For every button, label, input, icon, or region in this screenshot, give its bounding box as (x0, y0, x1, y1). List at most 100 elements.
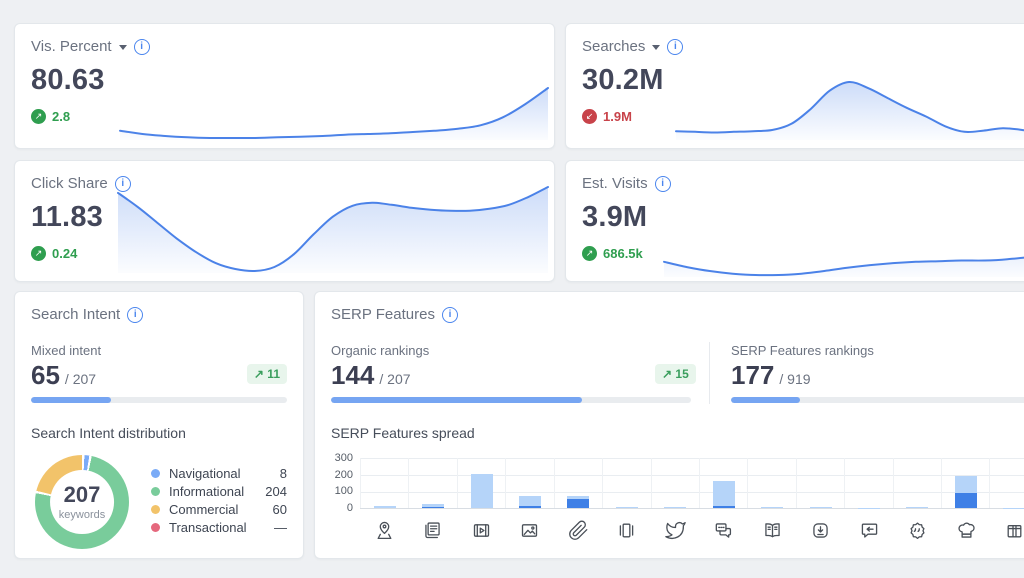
chat-bubbles-icon[interactable] (700, 517, 749, 543)
organic-rankings-total: / 207 (379, 371, 411, 387)
stacked-bar (518, 495, 541, 508)
reply-bubble-icon[interactable] (845, 517, 894, 543)
mixed-intent-progress (31, 397, 287, 403)
organic-rankings-progress (331, 397, 691, 403)
vis-percent-delta: ↗ 2.8 (31, 109, 70, 124)
serp-features-card: SERP Features i Organic rankings 144 / 2… (314, 291, 1024, 559)
legend-item: Transactional — (151, 519, 287, 535)
stacked-bar (470, 473, 493, 508)
serp-spread-bar-chart (360, 458, 1024, 509)
searches-card: Searches i 30.2M ↙ 1.9M (565, 23, 1024, 149)
gift-box-icon[interactable] (991, 517, 1024, 543)
map-pin-icon[interactable] (360, 517, 409, 543)
bar-column (797, 458, 846, 508)
info-icon[interactable]: i (127, 306, 144, 323)
vis-percent-value: 80.63 (31, 64, 105, 96)
twitter-icon[interactable] (651, 517, 700, 543)
stacked-bar (567, 496, 590, 508)
stacked-bar (906, 506, 929, 508)
spread-y-axis: 0 100 200 300 (323, 452, 353, 514)
bar-column (894, 458, 943, 508)
y-axis-tick: 200 (334, 468, 353, 481)
click-share-sparkline (117, 185, 549, 273)
trend-up-icon: ↗ (582, 246, 597, 261)
click-share-delta: ↗ 0.24 (31, 246, 77, 261)
legend-item: Informational 204 (151, 484, 287, 499)
stacked-bar (857, 507, 880, 508)
est-visits-value: 3.9M (582, 201, 648, 233)
legend-label: Navigational (169, 465, 241, 481)
donut-center-value: 207 (63, 482, 101, 508)
quotes-badge-icon[interactable] (894, 517, 943, 543)
download-icon[interactable] (797, 517, 846, 543)
serp-rankings-total: / 919 (779, 371, 811, 387)
info-icon[interactable]: i (667, 38, 684, 55)
bar-column (409, 458, 458, 508)
column-divider (709, 342, 710, 404)
searches-title[interactable]: Searches (582, 38, 646, 55)
info-icon[interactable]: i (133, 38, 150, 55)
legend-dot-icon (151, 486, 160, 496)
bar-column (555, 458, 604, 508)
donut-legend: Navigational 8 Informational 204 Commercial 6… (151, 465, 287, 535)
chevron-down-icon[interactable] (652, 45, 661, 50)
mixed-intent-total: / 207 (64, 371, 97, 387)
mixed-intent-change-badge: ↗ 11 (246, 364, 287, 384)
open-book-icon[interactable] (748, 517, 797, 543)
info-icon[interactable]: i (654, 175, 671, 192)
bar-column (506, 458, 555, 508)
organic-rankings-label: Organic rankings (331, 343, 430, 358)
legend-value: 60 (272, 501, 287, 517)
trend-up-icon: ↗ (31, 109, 46, 124)
video-icon[interactable] (457, 517, 506, 543)
vis-percent-title[interactable]: Vis. Percent (31, 38, 112, 55)
stacked-bar (373, 505, 396, 508)
stacked-bar (954, 475, 977, 508)
bar-column (942, 458, 991, 508)
est-visits-card: Est. Visits i 3.9M ↗ 686.5k (565, 160, 1024, 282)
organic-rankings-value: 144 (331, 360, 375, 390)
info-icon[interactable]: i (114, 175, 131, 192)
searches-delta: ↙ 1.9M (582, 109, 632, 124)
spread-label: SERP Features spread (331, 425, 475, 441)
serp-rankings-label: SERP Features rankings (731, 343, 874, 358)
y-axis-tick: 0 (346, 502, 353, 514)
legend-dot-icon (151, 522, 160, 532)
bar-column (748, 458, 797, 508)
search-intent-title: Search Intent (31, 306, 121, 323)
legend-label: Transactional (169, 519, 247, 535)
bar-column (845, 458, 894, 508)
chef-hat-icon[interactable] (942, 517, 991, 543)
click-share-value: 11.83 (31, 201, 103, 233)
mixed-intent-label: Mixed intent (31, 343, 102, 358)
legend-value: 8 (279, 465, 287, 481)
serp-features-title: SERP Features (331, 306, 435, 323)
est-visits-delta: ↗ 686.5k (582, 246, 643, 261)
legend-item: Navigational 8 (151, 465, 287, 481)
bar-column (700, 458, 749, 508)
info-icon[interactable]: i (441, 306, 458, 323)
stacked-bar (809, 506, 832, 508)
newspaper-icon[interactable] (409, 517, 458, 543)
spread-x-axis-icons (360, 517, 1024, 543)
paperclip-icon[interactable] (554, 517, 603, 543)
legend-value: — (274, 519, 287, 535)
bar-column (990, 458, 1024, 508)
serp-rankings-value: 177 (731, 360, 775, 390)
legend-item: Commercial 60 (151, 501, 287, 517)
est-visits-sparkline (663, 219, 1024, 277)
y-axis-tick: 100 (334, 485, 353, 498)
mixed-intent-value: 65 (31, 360, 60, 390)
image-icon[interactable] (506, 517, 555, 543)
bar-column (652, 458, 700, 508)
vis-percent-card: Vis. Percent i 80.63 ↗ 2.8 (14, 23, 555, 149)
bar-column (603, 458, 652, 508)
stacked-bar (422, 503, 445, 508)
bar-column (360, 458, 410, 508)
carousel-icon[interactable] (603, 517, 652, 543)
trend-down-icon: ↙ (582, 109, 597, 124)
click-share-card: Click Share i 11.83 ↗ 0.24 (14, 160, 555, 282)
chevron-down-icon[interactable] (118, 45, 127, 50)
vis-percent-sparkline (119, 86, 549, 140)
organic-rankings-change-badge: ↗ 15 (655, 364, 696, 384)
